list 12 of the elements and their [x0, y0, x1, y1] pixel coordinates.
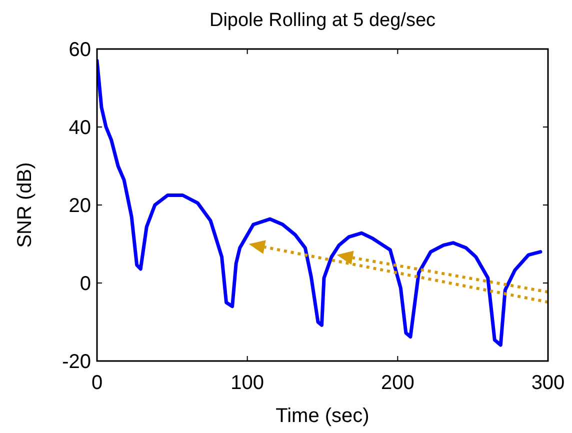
chart-title: Dipole Rolling at 5 deg/sec: [209, 10, 436, 31]
y-tick-label: -20: [62, 351, 91, 373]
x-tick-label: 100: [230, 372, 264, 394]
y-tick-label: 60: [68, 39, 91, 61]
y-tick-label: 20: [68, 195, 91, 217]
x-tick-label: 300: [531, 372, 565, 394]
y-tick-label: 0: [80, 273, 91, 295]
x-tick-label: 200: [380, 372, 414, 394]
x-axis-title: Time (sec): [276, 405, 370, 427]
y-axis-title: SNR (dB): [14, 162, 36, 248]
line-series: [97, 58, 542, 347]
y-tick-label: 40: [68, 117, 91, 139]
